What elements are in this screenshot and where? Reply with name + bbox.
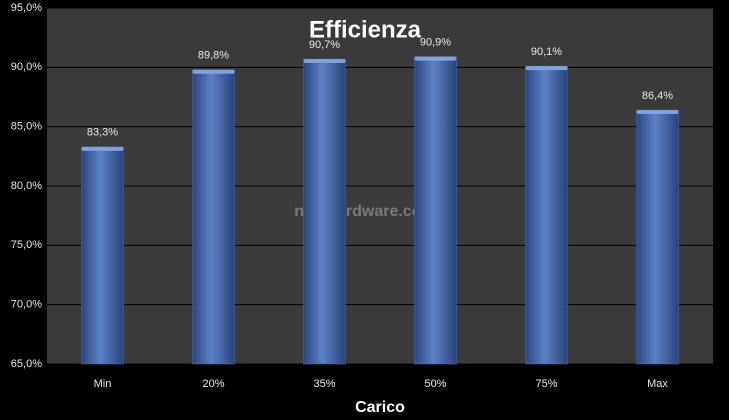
x-tick-label: 75% [535,378,557,390]
value-label: 90,1% [531,46,562,58]
bar [192,69,235,365]
y-tick-label: 65,0% [11,358,42,370]
bar-cap [303,59,346,64]
value-label: 90,9% [420,37,451,49]
chart-title: Efficienza [309,16,422,43]
x-tick-label: 35% [313,378,335,390]
bar [81,146,124,365]
y-tick-label: 95,0% [11,2,42,14]
y-tick-label: 70,0% [11,299,42,311]
x-tick-label: 50% [424,378,446,390]
bar-cap [636,110,679,115]
value-label: 83,3% [87,127,118,139]
value-label: 90,7% [309,39,340,51]
bar [414,56,457,365]
value-label: 89,8% [198,50,229,62]
bar-cap [192,69,235,74]
bar-cap [525,66,568,71]
bar [525,65,568,365]
x-tick-label: Min [94,378,112,390]
y-tick-label: 85,0% [11,121,42,133]
x-tick-label: 20% [202,378,224,390]
value-label: 86,4% [642,90,673,102]
bar [636,109,679,365]
bar-cap [81,146,124,151]
x-axis-title: Carico [355,399,405,416]
bar-cap [414,56,457,61]
y-tick-label: 90,0% [11,61,42,73]
bar [303,58,346,365]
y-tick-label: 75,0% [11,239,42,251]
x-tick-label: Max [647,378,668,390]
y-tick-label: 80,0% [11,180,42,192]
